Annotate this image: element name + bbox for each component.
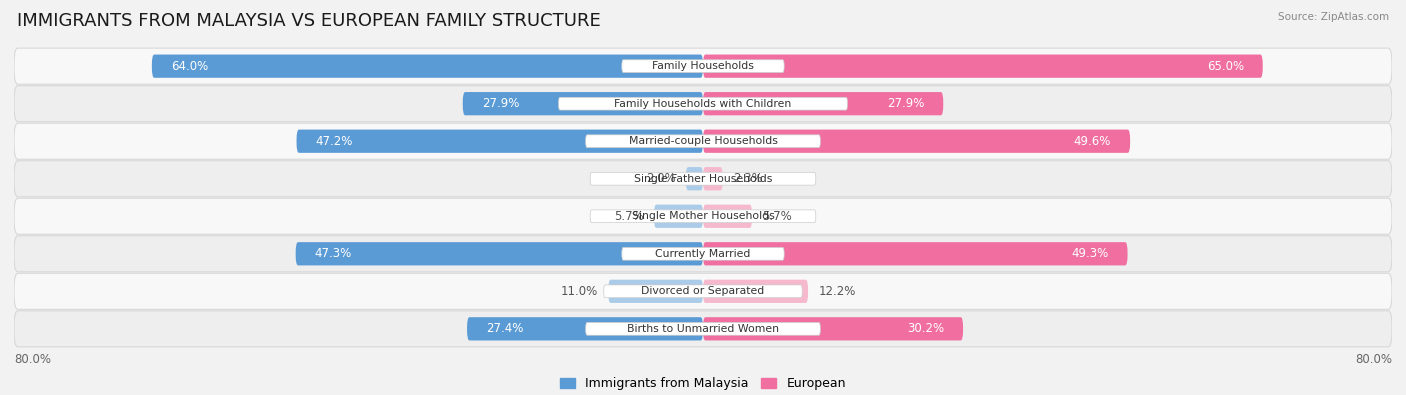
- Text: 64.0%: 64.0%: [170, 60, 208, 73]
- Text: Family Households with Children: Family Households with Children: [614, 99, 792, 109]
- Text: Single Mother Households: Single Mother Households: [631, 211, 775, 221]
- FancyBboxPatch shape: [703, 280, 808, 303]
- FancyBboxPatch shape: [703, 317, 963, 340]
- FancyBboxPatch shape: [591, 172, 815, 185]
- Text: Source: ZipAtlas.com: Source: ZipAtlas.com: [1278, 12, 1389, 22]
- FancyBboxPatch shape: [621, 60, 785, 73]
- FancyBboxPatch shape: [463, 92, 703, 115]
- Text: 80.0%: 80.0%: [1355, 353, 1392, 366]
- FancyBboxPatch shape: [621, 247, 785, 260]
- FancyBboxPatch shape: [14, 273, 1392, 309]
- Text: 30.2%: 30.2%: [907, 322, 945, 335]
- Text: 49.6%: 49.6%: [1074, 135, 1111, 148]
- FancyBboxPatch shape: [467, 317, 703, 340]
- FancyBboxPatch shape: [586, 322, 820, 335]
- Text: 2.0%: 2.0%: [645, 172, 675, 185]
- Text: Currently Married: Currently Married: [655, 249, 751, 259]
- Text: 2.3%: 2.3%: [733, 172, 763, 185]
- Text: 27.9%: 27.9%: [887, 97, 924, 110]
- FancyBboxPatch shape: [14, 123, 1392, 159]
- Text: Family Households: Family Households: [652, 61, 754, 71]
- FancyBboxPatch shape: [558, 97, 848, 110]
- FancyBboxPatch shape: [14, 311, 1392, 347]
- FancyBboxPatch shape: [14, 198, 1392, 234]
- FancyBboxPatch shape: [686, 167, 703, 190]
- Text: 65.0%: 65.0%: [1206, 60, 1244, 73]
- FancyBboxPatch shape: [14, 86, 1392, 122]
- FancyBboxPatch shape: [609, 280, 703, 303]
- Text: 12.2%: 12.2%: [818, 285, 856, 298]
- Text: 27.9%: 27.9%: [482, 97, 519, 110]
- Legend: Immigrants from Malaysia, European: Immigrants from Malaysia, European: [555, 372, 851, 395]
- FancyBboxPatch shape: [603, 285, 803, 298]
- Text: 47.2%: 47.2%: [315, 135, 353, 148]
- Text: Single Father Households: Single Father Households: [634, 174, 772, 184]
- Text: 5.7%: 5.7%: [614, 210, 644, 223]
- FancyBboxPatch shape: [295, 242, 703, 265]
- Text: 11.0%: 11.0%: [561, 285, 598, 298]
- FancyBboxPatch shape: [703, 130, 1130, 153]
- FancyBboxPatch shape: [703, 205, 752, 228]
- FancyBboxPatch shape: [586, 135, 820, 148]
- Text: Divorced or Separated: Divorced or Separated: [641, 286, 765, 296]
- Text: Births to Unmarried Women: Births to Unmarried Women: [627, 324, 779, 334]
- FancyBboxPatch shape: [14, 236, 1392, 272]
- FancyBboxPatch shape: [703, 167, 723, 190]
- FancyBboxPatch shape: [14, 161, 1392, 197]
- FancyBboxPatch shape: [703, 92, 943, 115]
- Text: 5.7%: 5.7%: [762, 210, 792, 223]
- FancyBboxPatch shape: [152, 55, 703, 78]
- Text: 49.3%: 49.3%: [1071, 247, 1108, 260]
- Text: IMMIGRANTS FROM MALAYSIA VS EUROPEAN FAMILY STRUCTURE: IMMIGRANTS FROM MALAYSIA VS EUROPEAN FAM…: [17, 12, 600, 30]
- FancyBboxPatch shape: [591, 210, 815, 223]
- Text: 47.3%: 47.3%: [315, 247, 352, 260]
- FancyBboxPatch shape: [14, 48, 1392, 84]
- Text: Married-couple Households: Married-couple Households: [628, 136, 778, 146]
- FancyBboxPatch shape: [703, 242, 1128, 265]
- Text: 80.0%: 80.0%: [14, 353, 51, 366]
- FancyBboxPatch shape: [703, 55, 1263, 78]
- FancyBboxPatch shape: [297, 130, 703, 153]
- Text: 27.4%: 27.4%: [486, 322, 523, 335]
- FancyBboxPatch shape: [654, 205, 703, 228]
